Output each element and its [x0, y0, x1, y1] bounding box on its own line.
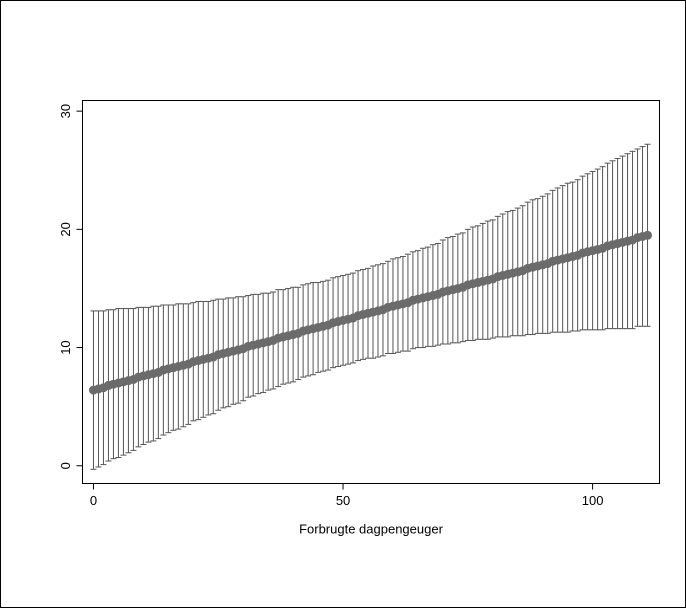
x-tick-label: 0	[90, 493, 97, 508]
x-axis-title: Forbrugte dagpengeuger	[299, 521, 444, 536]
point	[643, 230, 653, 240]
x-tick-label: 50	[336, 493, 350, 508]
x-tick-label: 100	[582, 493, 604, 508]
y-tick-label: 10	[58, 340, 73, 354]
y-tick-label: 0	[58, 462, 73, 469]
y-tick-label: 30	[58, 104, 73, 118]
y-tick-label: 20	[58, 222, 73, 236]
